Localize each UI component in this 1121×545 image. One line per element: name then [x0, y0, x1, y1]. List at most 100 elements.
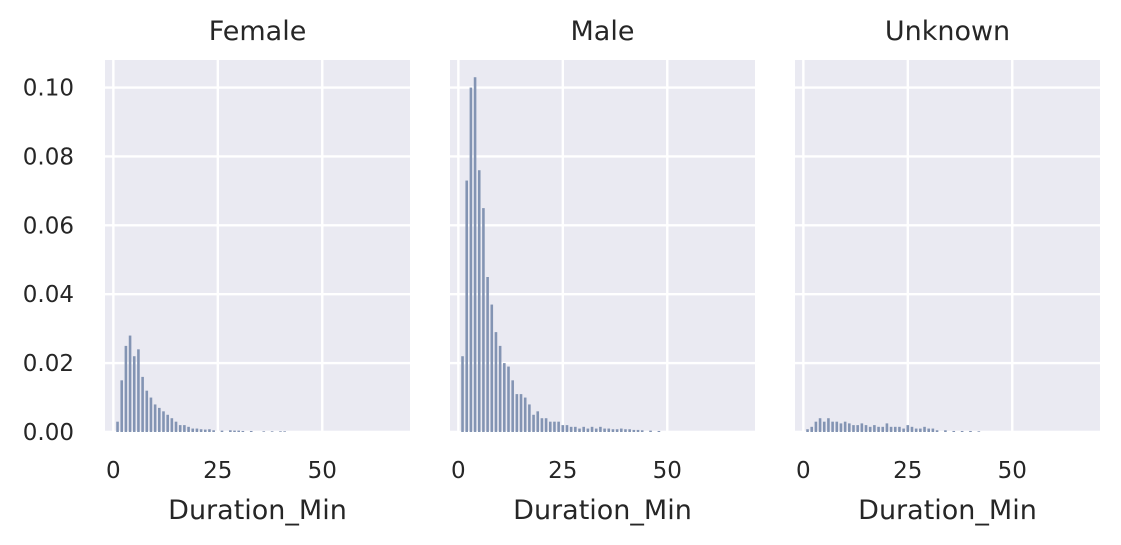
- histogram-bar: [923, 426, 926, 432]
- histogram-bar: [494, 332, 498, 432]
- histogram-bar: [486, 277, 489, 432]
- histogram-bar: [540, 418, 544, 432]
- histogram-bar: [910, 426, 914, 432]
- histogram-bar: [960, 430, 964, 432]
- histogram-bar: [469, 87, 473, 432]
- histogram-bar: [249, 430, 253, 432]
- panel-title: Male: [571, 16, 635, 47]
- histogram-bar: [548, 421, 552, 432]
- histogram-bar: [153, 404, 157, 432]
- histogram-bar: [178, 425, 182, 432]
- histogram-bar: [536, 411, 540, 432]
- histogram-bar: [969, 430, 972, 432]
- histogram-bar: [919, 428, 922, 432]
- panel-title: Unknown: [885, 16, 1010, 47]
- histogram-bar: [889, 426, 893, 432]
- histogram-bar: [868, 426, 872, 432]
- histogram-bar: [279, 431, 282, 432]
- histogram-bar: [898, 426, 901, 432]
- histogram-bar: [590, 426, 594, 432]
- histogram-bar: [843, 421, 847, 432]
- y-tick-label: 0.10: [23, 76, 74, 102]
- x-tick-label: 25: [548, 458, 577, 484]
- histogram-bar: [477, 170, 481, 432]
- histogram-bar: [515, 394, 519, 432]
- histogram-bar: [158, 407, 161, 432]
- histogram-bar: [569, 426, 573, 432]
- histogram-bar: [810, 426, 814, 432]
- histogram-bar: [603, 428, 606, 432]
- histogram-bar: [620, 428, 623, 432]
- panel-background: [795, 60, 1100, 432]
- histogram-bar: [507, 366, 510, 432]
- x-tick-label: 25: [893, 458, 922, 484]
- histogram-bar: [839, 423, 843, 432]
- histogram-bar: [835, 421, 839, 432]
- histogram-bar: [599, 426, 602, 432]
- histogram-bar: [611, 429, 615, 432]
- x-tick-label: 25: [203, 458, 232, 484]
- histogram-bar: [657, 430, 661, 432]
- histogram-bar: [490, 304, 494, 432]
- histogram-bar: [465, 180, 469, 432]
- histogram-bar: [532, 414, 535, 432]
- histogram-bar: [116, 421, 119, 432]
- x-tick-label: 0: [106, 458, 121, 484]
- histogram-bar: [586, 428, 590, 432]
- histogram-bar: [578, 428, 581, 432]
- histogram-bar: [860, 423, 864, 432]
- histogram-bar: [503, 363, 506, 432]
- histogram-bar: [557, 421, 560, 432]
- histogram-bar: [856, 425, 859, 432]
- histogram-bar: [191, 428, 195, 432]
- histogram-bar: [212, 430, 215, 432]
- histogram-bar: [818, 418, 822, 432]
- histogram-bar: [120, 380, 124, 432]
- histogram-bar: [166, 414, 169, 432]
- y-tick-label: 0.06: [23, 213, 74, 239]
- histogram-bar: [461, 356, 464, 432]
- histogram-bar: [927, 428, 930, 432]
- histogram-bar: [852, 425, 855, 432]
- x-axis-label: Duration_Min: [513, 495, 692, 526]
- histogram-bar: [544, 418, 548, 432]
- histogram-bar: [607, 428, 611, 432]
- histogram-bar: [183, 425, 186, 432]
- histogram-bar: [162, 411, 165, 432]
- histogram-bar: [628, 429, 631, 432]
- histogram-bar: [565, 425, 569, 432]
- x-axis-label: Duration_Min: [858, 495, 1037, 526]
- histogram-bar: [283, 431, 286, 432]
- histogram-bar: [132, 356, 136, 432]
- histogram-bar: [944, 430, 947, 432]
- histogram-bar: [241, 430, 245, 432]
- histogram-bar: [906, 425, 910, 432]
- histogram-bar: [649, 430, 652, 432]
- histogram-bar: [931, 428, 935, 432]
- x-tick-label: 0: [796, 458, 811, 484]
- histogram-bar: [262, 431, 266, 432]
- y-tick-label: 0.02: [23, 351, 74, 377]
- histogram-bar: [814, 421, 818, 432]
- panel-title: Female: [209, 16, 307, 47]
- histogram-bar: [806, 429, 809, 432]
- x-tick-label: 50: [308, 458, 337, 484]
- histogram-bar: [124, 345, 128, 432]
- histogram-bar: [914, 428, 918, 432]
- histogram-bar: [885, 423, 889, 432]
- histogram-bar: [827, 418, 830, 432]
- histogram-bar: [141, 376, 144, 432]
- histogram-bar: [935, 430, 939, 432]
- x-tick-label: 0: [451, 458, 466, 484]
- histogram-bar: [128, 335, 132, 432]
- panel-background: [105, 60, 410, 432]
- histogram-bar: [864, 425, 868, 432]
- y-tick-label: 0.00: [23, 420, 74, 446]
- histogram-bar: [873, 425, 876, 432]
- histogram-bar: [553, 421, 556, 432]
- histogram-bar: [977, 431, 981, 432]
- histogram-bar: [582, 426, 585, 432]
- histogram-bar: [229, 430, 232, 432]
- histogram-bar: [528, 404, 531, 432]
